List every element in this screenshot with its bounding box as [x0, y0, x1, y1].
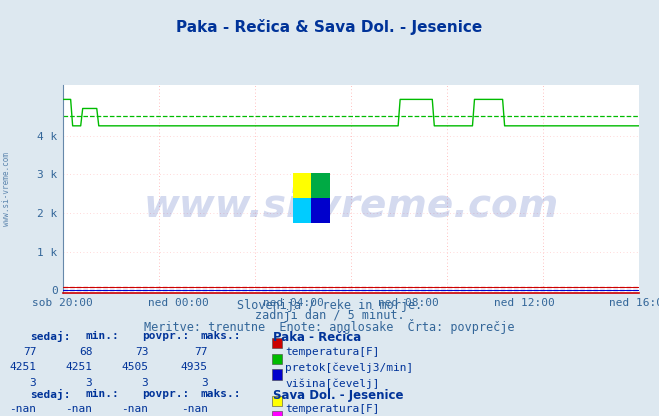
- Text: -nan: -nan: [181, 404, 208, 414]
- Text: 4505: 4505: [121, 362, 148, 372]
- Text: min.:: min.:: [86, 331, 119, 341]
- Text: 77: 77: [23, 347, 36, 357]
- Bar: [312, 198, 330, 223]
- Text: višina[čevelj]: višina[čevelj]: [285, 378, 380, 389]
- Text: www.si-vreme.com: www.si-vreme.com: [143, 187, 559, 225]
- Text: Paka - Rečica & Sava Dol. - Jesenice: Paka - Rečica & Sava Dol. - Jesenice: [177, 19, 482, 35]
- Text: 3: 3: [142, 378, 148, 388]
- Text: www.si-vreme.com: www.si-vreme.com: [2, 152, 11, 226]
- Text: 4935: 4935: [181, 362, 208, 372]
- Text: -nan: -nan: [121, 404, 148, 414]
- Text: 68: 68: [79, 347, 92, 357]
- Text: 77: 77: [194, 347, 208, 357]
- Text: -nan: -nan: [65, 404, 92, 414]
- Text: Paka - Rečica: Paka - Rečica: [273, 331, 362, 344]
- Text: sedaj:: sedaj:: [30, 331, 70, 342]
- Text: Meritve: trenutne  Enote: anglosake  Črta: povprečje: Meritve: trenutne Enote: anglosake Črta:…: [144, 319, 515, 334]
- Text: maks.:: maks.:: [201, 331, 241, 341]
- Bar: [293, 198, 312, 223]
- Bar: [312, 173, 330, 198]
- Text: zadnji dan / 5 minut.: zadnji dan / 5 minut.: [254, 309, 405, 322]
- Text: -nan: -nan: [9, 404, 36, 414]
- Text: 3: 3: [201, 378, 208, 388]
- Text: 4251: 4251: [65, 362, 92, 372]
- Text: 3: 3: [86, 378, 92, 388]
- Text: temperatura[F]: temperatura[F]: [285, 347, 380, 357]
- Text: povpr.:: povpr.:: [142, 331, 189, 341]
- Text: pretok[čevelj3/min]: pretok[čevelj3/min]: [285, 362, 414, 373]
- Text: temperatura[F]: temperatura[F]: [285, 404, 380, 414]
- Text: 4251: 4251: [9, 362, 36, 372]
- Text: Slovenija / reke in morje.: Slovenija / reke in morje.: [237, 299, 422, 312]
- Text: povpr.:: povpr.:: [142, 389, 189, 399]
- Text: 73: 73: [135, 347, 148, 357]
- Text: 3: 3: [30, 378, 36, 388]
- Text: maks.:: maks.:: [201, 389, 241, 399]
- Text: Sava Dol. - Jesenice: Sava Dol. - Jesenice: [273, 389, 404, 401]
- Text: min.:: min.:: [86, 389, 119, 399]
- Bar: [293, 173, 312, 198]
- Text: sedaj:: sedaj:: [30, 389, 70, 400]
